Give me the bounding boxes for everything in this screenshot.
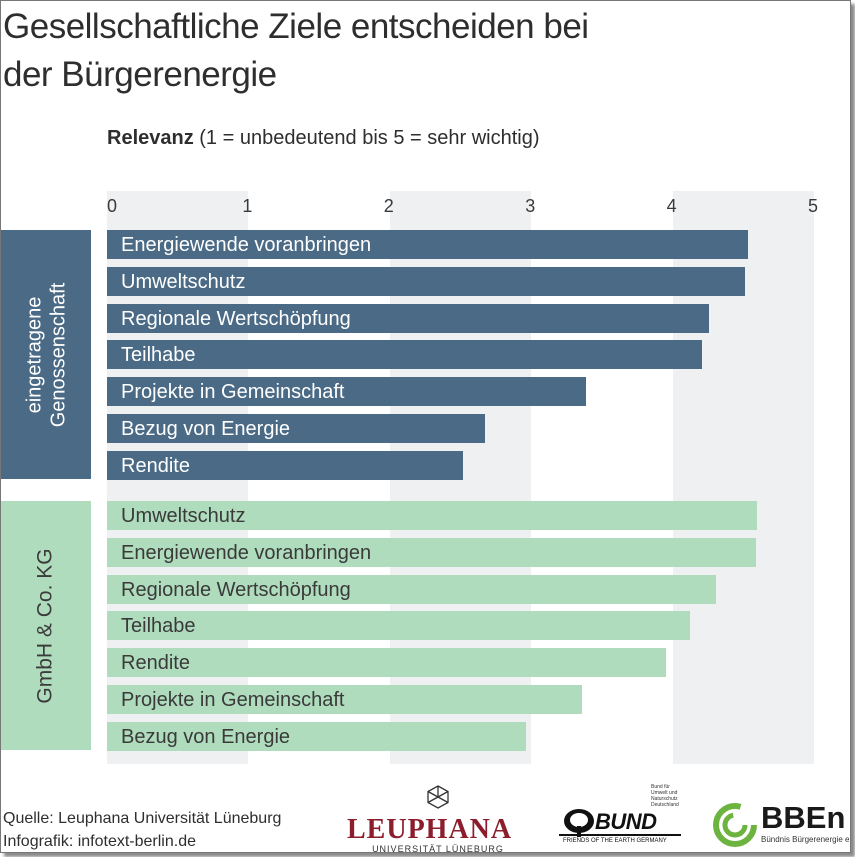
tick-label: 3 xyxy=(525,196,536,216)
tick-label: 5 xyxy=(808,196,819,216)
bben-wordmark: BBEn xyxy=(761,800,846,835)
tick-label: 2 xyxy=(383,196,394,216)
bar-label: Bezug von Energie xyxy=(121,418,291,440)
bund-side-text: Bund für Umwelt und Naturschutz Deutschl… xyxy=(651,784,679,808)
bar-label: Bezug von Energie xyxy=(121,725,291,748)
bar: Rendite xyxy=(107,648,666,678)
bund-tree-icon xyxy=(564,809,594,837)
bar-label: Regionale Wertschöpfung xyxy=(121,578,351,601)
group-2-name: GmbH & Co. KG xyxy=(34,547,58,704)
bben-logo: BBEn Bündnis Bürgerenergie e.V. xyxy=(713,800,851,847)
tick-label: 0 xyxy=(107,196,118,216)
footer-source: Quelle: Leuphana Universität Lüneburg xyxy=(3,810,282,827)
group-name-line: Genossenschaft xyxy=(47,282,69,427)
tick-label: 4 xyxy=(666,196,677,216)
bar-label: Teilhabe xyxy=(121,344,196,367)
bar-label: Umweltschutz xyxy=(121,270,246,293)
title-line-2: der Bürgerenergie xyxy=(3,55,277,94)
bar-label: Rendite xyxy=(121,454,190,477)
subtitle-bold: Relevanz xyxy=(107,127,194,149)
group-1-name: eingetragene Genossenschaft xyxy=(22,282,70,427)
bar: Regionale Wertschöpfung xyxy=(107,303,710,333)
bben-subline: Bündnis Bürgerenergie e.V. xyxy=(761,835,851,844)
bar: Rendite xyxy=(107,450,464,480)
leuphana-logo: LEUPHANA UNIVERSITÄT LÜNEBURG xyxy=(347,783,529,853)
bar-label: Energiewende voranbringen xyxy=(121,234,372,256)
footer: Quelle: Leuphana Universität Lüneburg In… xyxy=(3,807,282,852)
bar: Projekte in Gemeinschaft xyxy=(107,685,583,714)
bar-label: Regionale Wertschöpfung xyxy=(121,307,351,330)
bund-logo: Bund für Umwelt und Naturschutz Deutschl… xyxy=(559,784,689,848)
bar: Teilhabe xyxy=(107,611,690,641)
bar: Projekte in Gemeinschaft xyxy=(107,377,587,407)
bar-label: Projekte in Gemeinschaft xyxy=(121,689,345,711)
group-label-gmbh: GmbH & Co. KG xyxy=(1,501,91,750)
bar-label: Rendite xyxy=(121,652,190,675)
title-line-1: Gesellschaftliche Ziele entscheiden bei xyxy=(3,7,589,46)
chart-subtitle: Relevanz (1 = unbedeutend bis 5 = sehr w… xyxy=(107,127,540,150)
bar: Umweltschutz xyxy=(107,266,745,296)
group-name-line: eingetragene xyxy=(23,296,45,413)
bund-subline: FRIENDS OF THE EARTH GERMANY xyxy=(563,838,667,844)
leuphana-wordmark: LEUPHANA xyxy=(347,814,513,845)
bar: Teilhabe xyxy=(107,340,703,370)
bar: Bezug von Energie xyxy=(107,414,485,443)
tick-label: 1 xyxy=(242,196,253,216)
chart-title: Gesellschaftliche Ziele entscheiden bei … xyxy=(3,3,763,99)
bar-label: Teilhabe xyxy=(121,615,196,638)
footer-credit: Infografik: infotext-berlin.de xyxy=(3,833,196,850)
subtitle-rest: (1 = unbedeutend bis 5 = sehr wichtig) xyxy=(193,127,540,149)
bar: Energiewende voranbringen xyxy=(107,230,748,259)
bar: Umweltschutz xyxy=(107,501,758,530)
bund-wordmark: BUND xyxy=(595,809,657,834)
leuphana-subline: UNIVERSITÄT LÜNEBURG xyxy=(372,844,504,853)
group-label-genossenschaft: eingetragene Genossenschaft xyxy=(1,230,91,479)
bar: Energiewende voranbringen xyxy=(107,537,757,567)
bar-label: Energiewende voranbringen xyxy=(121,541,372,564)
leuphana-cube-icon xyxy=(427,785,449,809)
bar-label: Umweltschutz xyxy=(121,505,246,527)
bar: Bezug von Energie xyxy=(107,721,526,751)
bben-circle-icon xyxy=(713,803,757,847)
bar: Regionale Wertschöpfung xyxy=(107,574,717,604)
bar-label: Projekte in Gemeinschaft xyxy=(121,381,345,404)
